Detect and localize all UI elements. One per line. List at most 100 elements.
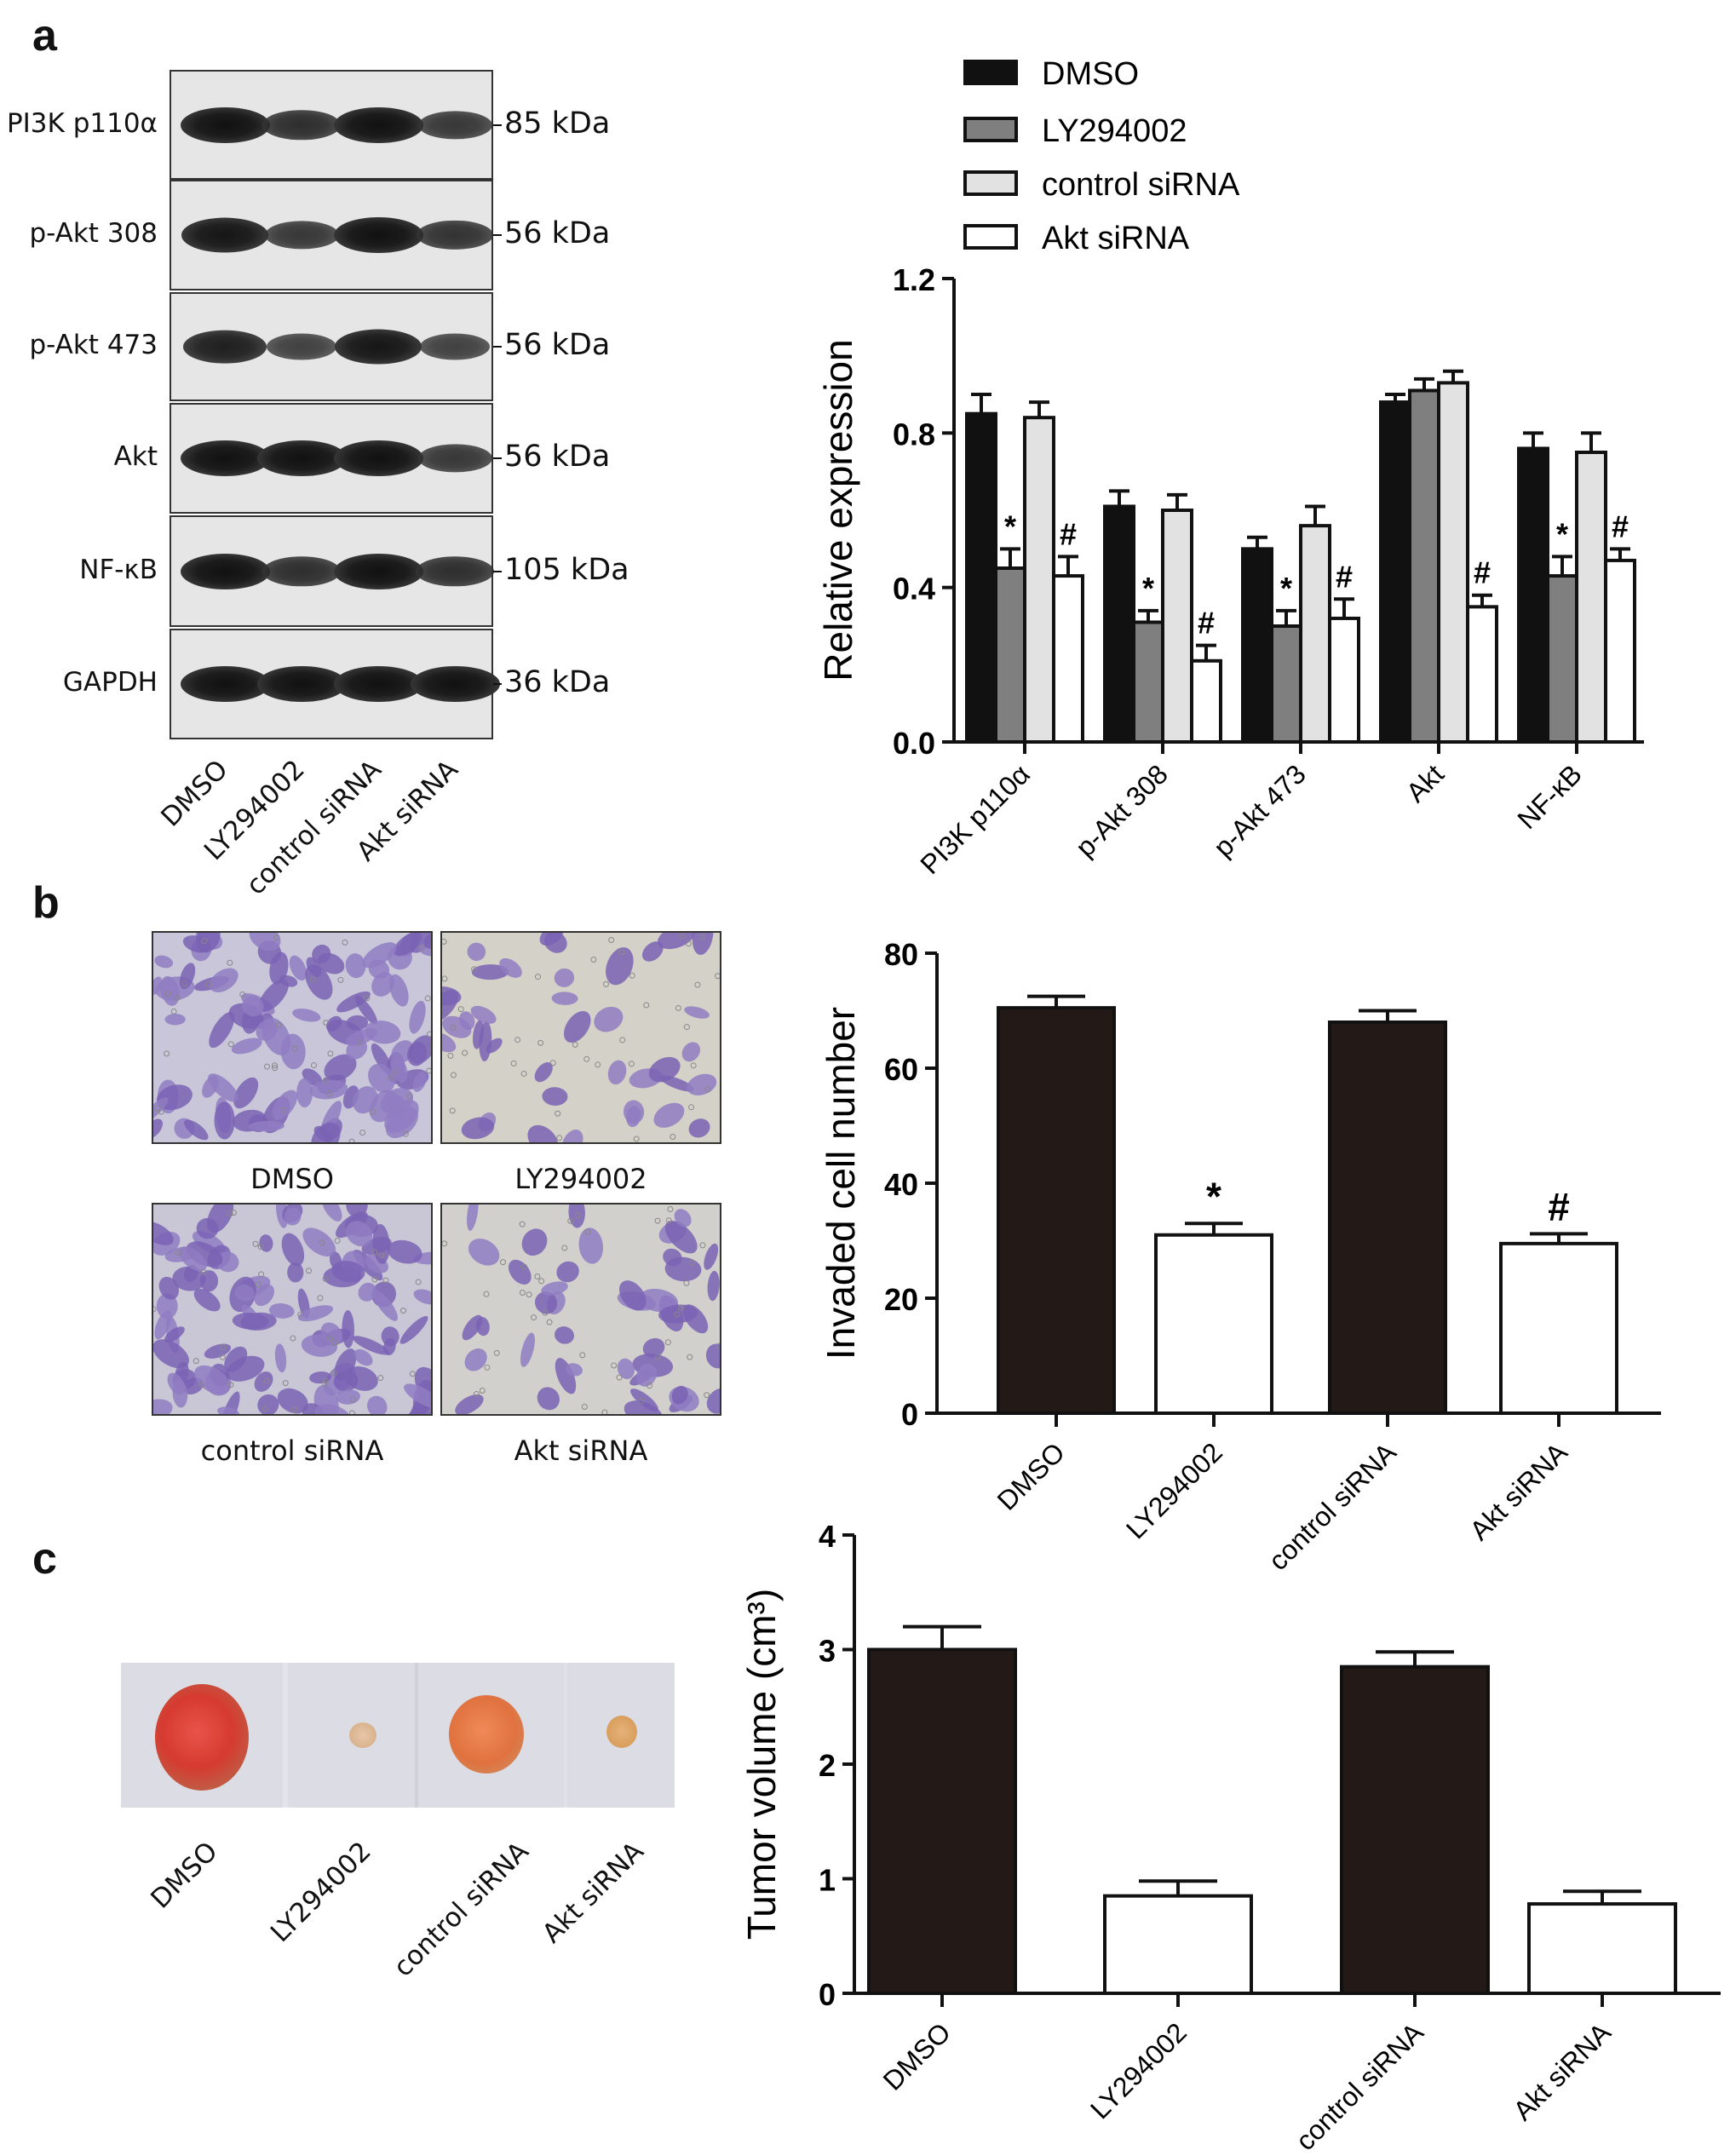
bar	[867, 1647, 1017, 1995]
stained-cell	[277, 1388, 308, 1414]
y-tick-label: 3	[819, 1634, 836, 1669]
stained-cell	[671, 1385, 688, 1405]
y-tick-label: 1.2	[893, 262, 935, 297]
kda-tick	[493, 346, 502, 348]
membrane-pore	[371, 1249, 378, 1256]
membrane-pore	[239, 991, 246, 998]
membrane-pore	[674, 1311, 681, 1318]
bar	[1052, 574, 1084, 744]
bar	[1340, 1664, 1490, 1996]
membrane-pore	[309, 976, 316, 983]
stained-cell	[658, 1304, 698, 1324]
membrane-pore	[198, 1382, 205, 1388]
tumor-volume-chart: 0 1 2 3 4 Tumor volume (cm³) DMSO LY294002 contr…	[739, 1519, 1721, 2156]
blot-row-label: NF-κB	[79, 554, 158, 585]
stained-cell	[368, 959, 390, 980]
stained-cell	[314, 1404, 351, 1414]
stained-cell	[242, 996, 264, 1017]
stained-cell	[471, 964, 509, 980]
membrane-pore	[325, 1090, 332, 1097]
membrane-pore	[499, 1259, 506, 1266]
membrane-pore	[193, 1358, 199, 1365]
membrane-pore	[616, 1374, 623, 1381]
stained-cell	[554, 1326, 574, 1344]
stained-cell	[289, 955, 307, 981]
significance-mark: #	[1060, 516, 1077, 551]
significance-mark: *	[1004, 509, 1016, 543]
stained-cell	[541, 1281, 568, 1296]
significance-mark: *	[1206, 1174, 1221, 1218]
x-tick-label: p-Akt 308	[1070, 758, 1174, 862]
micrograph-cells	[442, 1204, 720, 1414]
stained-cell	[209, 1012, 235, 1049]
stained-cell	[182, 935, 211, 953]
protein-band	[256, 666, 347, 702]
membrane-pore	[227, 959, 233, 966]
membrane-pore	[687, 1354, 693, 1360]
stained-cell	[462, 1314, 483, 1341]
tumor-photo	[121, 1663, 675, 1808]
membrane-pore	[484, 1364, 491, 1371]
stained-cell	[153, 1118, 164, 1139]
membrane-pore	[409, 1371, 416, 1377]
membrane-pore	[608, 937, 615, 944]
membrane-pore	[164, 991, 171, 998]
stained-cell	[358, 1282, 377, 1302]
membrane-pore	[665, 1217, 672, 1224]
micrograph-cells	[442, 933, 720, 1142]
membrane-pore	[704, 1392, 710, 1399]
micrograph-cells	[153, 933, 431, 1142]
membrane-pore	[688, 1104, 695, 1111]
membrane-pore	[205, 981, 212, 988]
y-tick-label: 0	[901, 1397, 918, 1432]
stained-cell	[534, 1061, 553, 1083]
membrane-pore	[181, 980, 188, 987]
photo-seam	[415, 1663, 418, 1808]
blot-row-label: GAPDH	[62, 667, 158, 698]
membrane-pore	[715, 973, 720, 980]
membrane-pore	[602, 980, 609, 987]
stained-cell	[409, 1000, 426, 1034]
membrane-pore	[227, 1210, 233, 1217]
protein-band	[417, 444, 492, 473]
membrane-pore	[170, 1008, 177, 1015]
stained-cell	[705, 1343, 720, 1369]
micrograph-caption: control siRNA	[200, 1434, 384, 1467]
bar	[1161, 509, 1193, 744]
y-tick-label: 2	[819, 1748, 836, 1783]
membrane-pore	[255, 1281, 262, 1288]
stained-cell	[254, 1284, 274, 1307]
membrane-pore	[670, 1133, 676, 1140]
stained-cell	[664, 1220, 698, 1254]
kda-tick	[493, 457, 502, 459]
membrane-pore	[628, 1061, 635, 1067]
stained-cell	[687, 1073, 717, 1095]
membrane-pore	[327, 1050, 334, 1057]
membrane-pore	[164, 1050, 170, 1057]
stained-cell	[707, 1270, 720, 1302]
membrane-pore	[654, 1217, 661, 1224]
micrograph	[152, 931, 433, 1144]
membrane-pore	[158, 1108, 164, 1115]
kda-label: 85 kDa	[504, 106, 611, 141]
membrane-pore	[331, 1340, 338, 1347]
bar	[1604, 558, 1636, 745]
stained-cell	[563, 1010, 591, 1044]
stained-cell	[336, 991, 371, 1013]
membrane-pore	[258, 1271, 265, 1278]
significance-mark: #	[1612, 509, 1629, 543]
stained-cell	[387, 1095, 406, 1118]
stained-cell	[468, 1239, 500, 1266]
kda-label: 56 kDa	[504, 440, 611, 474]
membrane-pore	[174, 995, 181, 1002]
membrane-pore	[647, 1383, 653, 1389]
stained-cell	[353, 1348, 373, 1366]
membrane-pore	[493, 1349, 500, 1356]
membrane-pore	[537, 1039, 544, 1046]
membrane-pore	[175, 1250, 181, 1256]
stained-cell	[389, 974, 409, 1007]
stained-cell	[249, 933, 281, 952]
stained-cell	[281, 1233, 305, 1267]
stained-cell	[394, 933, 422, 957]
